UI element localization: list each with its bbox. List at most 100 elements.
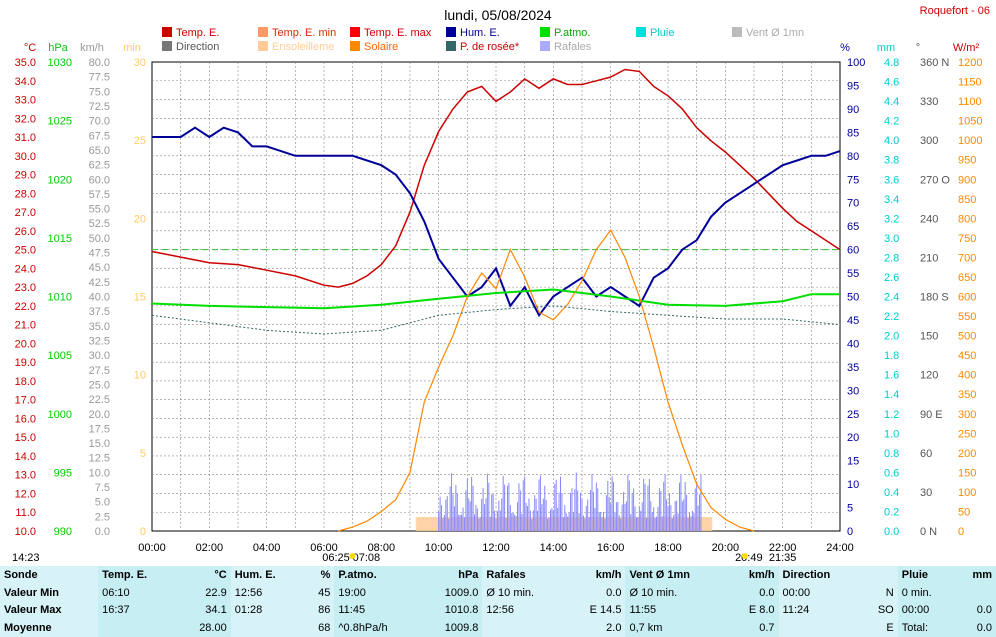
table-cell-temp-time: 06:10 <box>98 583 178 602</box>
table-cell-vent-time: Ø 10 min. <box>625 583 729 602</box>
table-cell-vent-val: 0.0 <box>728 583 779 602</box>
time-axis-tick: 10:00 <box>425 542 453 554</box>
legend-label: Temp. E. max <box>364 27 432 39</box>
kmh-axis-tick: 77.5 <box>89 72 110 84</box>
kmh-axis-tick: 67.5 <box>89 130 110 142</box>
mm-axis-tick: 1.6 <box>884 370 899 382</box>
plot-frame <box>151 61 841 532</box>
table-cell-dir-val: SO <box>861 601 898 620</box>
time-axis-tick: 08:00 <box>368 542 396 554</box>
mm-axis-tick: 0.8 <box>884 448 899 460</box>
temp-axis-tick: 31.0 <box>15 132 36 144</box>
table-cell-temp-val: 34.1 <box>177 601 231 620</box>
kmh-axis-tick: 65.0 <box>89 145 110 157</box>
summary-table: Sonde Temp. E. °C Hum. E.% P.atmo. hPa Rafales… <box>0 566 996 637</box>
mm-axis-tick: 2.8 <box>884 252 899 264</box>
table-cell-dir-time: Direction <box>778 566 862 584</box>
pct-axis-tick: 75 <box>847 174 859 186</box>
ensoleillement-bar <box>447 517 451 531</box>
pct-axis-tick: 35 <box>847 362 859 374</box>
ensoleillement-bar <box>658 517 662 531</box>
series-p-atmo- <box>151 288 840 310</box>
deg-axis-tick: 180 S <box>920 292 949 304</box>
table-cell-vent-time: Vent Ø 1mn <box>625 566 729 584</box>
ensoleillement-bar <box>706 517 710 531</box>
ensoleillement-bar <box>463 517 467 531</box>
kmh-axis-tick: 15.0 <box>89 438 110 450</box>
deg-axis-tick: 240 <box>920 213 938 225</box>
pct-axis-tick: 95 <box>847 80 859 92</box>
mm-axis-tick: 4.2 <box>884 116 899 128</box>
kmh-axis-tick: 70.0 <box>89 116 110 128</box>
temp-axis-tick: 34.0 <box>15 76 36 88</box>
table-cell-hum-val: % <box>304 566 335 584</box>
min-axis-tick: 0 <box>140 526 146 538</box>
wm2-axis-tick: 800 <box>958 213 976 225</box>
mm-axis-tick: 1.8 <box>884 350 899 362</box>
table-cell-vent-val: km/h <box>728 566 779 584</box>
sun-left-time: 14:23 <box>12 552 40 564</box>
table-cell-patm-val: 1009.0 <box>420 583 483 602</box>
table-cell-temp-time: Temp. E. <box>98 566 178 584</box>
ensoleillement-bar <box>608 517 612 531</box>
kmh-axis-tick: 32.5 <box>89 335 110 347</box>
min-axis-tick: 25 <box>134 135 146 147</box>
hpa-axis-tick: 1020 <box>48 174 72 186</box>
table-cell-vent-time: 0,7 km <box>625 619 729 637</box>
table-cell-temp-val: °C <box>177 566 231 584</box>
temp-axis-tick: 33.0 <box>15 95 36 107</box>
temp-axis-tick: 19.0 <box>15 357 36 369</box>
kmh-axis-tick: 7.5 <box>95 482 110 494</box>
table-cell-hum-time: 12:56 <box>230 583 305 602</box>
chart-axes: 10.0 11.0 12.0 13.0 14.0 15.0 16.0 17.0 18.0 19.0… <box>12 42 982 564</box>
wm2-axis-tick: 1100 <box>958 96 982 108</box>
table-cell-vent-time: 11:55 <box>625 601 729 620</box>
chart-title: lundi, 05/08/2024 <box>444 7 552 23</box>
hpa-axis-tick: 1005 <box>48 350 72 362</box>
temp-axis-tick: 23.0 <box>15 282 36 294</box>
table-cell-raf-val: 0.0 <box>565 583 626 602</box>
table-cell-dir-time: 11:24 <box>778 601 862 620</box>
deg-axis-tick: 330 <box>920 96 938 108</box>
kmh-axis-tick: 80.0 <box>89 57 110 69</box>
mm-axis-tick: 2.4 <box>884 292 899 304</box>
table-cell-patm-time: 19:00 <box>334 583 421 602</box>
temp-axis-tick: 30.0 <box>15 151 36 163</box>
pct-axis-tick: 0 <box>847 526 853 538</box>
table-cell-dir-time <box>778 619 862 637</box>
hpa-axis-tick: 1000 <box>48 409 72 421</box>
series-p-de-ros-e- <box>151 305 841 335</box>
kmh-axis-tick: 22.5 <box>89 394 110 406</box>
ensoleillement-bar <box>562 517 566 531</box>
table-cell-patm-val: 1010.8 <box>420 601 483 620</box>
min-axis-tick: 20 <box>134 213 146 225</box>
wm2-unit: W/m² <box>953 42 980 54</box>
mm-axis-tick: 4.4 <box>884 96 899 108</box>
kmh-axis-tick: 35.0 <box>89 321 110 333</box>
mm-axis-tick: 4.0 <box>884 135 899 147</box>
legend-label: Rafales <box>554 41 592 53</box>
wm2-axis-tick: 1150 <box>958 77 982 89</box>
series-hum-e- <box>152 126 841 318</box>
legend-label: Hum. E. <box>460 27 500 39</box>
table-cell-label: Valeur Min <box>0 583 99 602</box>
kmh-axis-tick: 30.0 <box>89 350 110 362</box>
deg-axis-tick: 0 N <box>920 526 937 538</box>
kmh-axis-tick: 57.5 <box>89 189 110 201</box>
mm-axis-tick: 3.0 <box>884 233 899 245</box>
kmh-axis-tick: 17.5 <box>89 423 110 435</box>
table-cell-dir-time: 00:00 <box>778 583 862 602</box>
legend-label: P. de rosée* <box>460 41 520 53</box>
deg-axis-tick: 120 <box>920 370 938 382</box>
ensoleillement-bar <box>475 517 479 531</box>
kmh-axis-tick: 27.5 <box>89 365 110 377</box>
ensoleillement-bar <box>521 517 525 531</box>
sunset-time: 20:49 <box>735 552 763 564</box>
wm2-axis-tick: 600 <box>958 292 976 304</box>
mm-axis-tick: 0.4 <box>884 487 899 499</box>
legend-swatch <box>636 27 646 37</box>
table-cell-raf-val: km/h <box>565 566 626 584</box>
ensoleillement-bar <box>431 517 435 531</box>
ensoleillement-bar <box>422 517 426 531</box>
wm2-axis-tick: 50 <box>958 506 970 518</box>
